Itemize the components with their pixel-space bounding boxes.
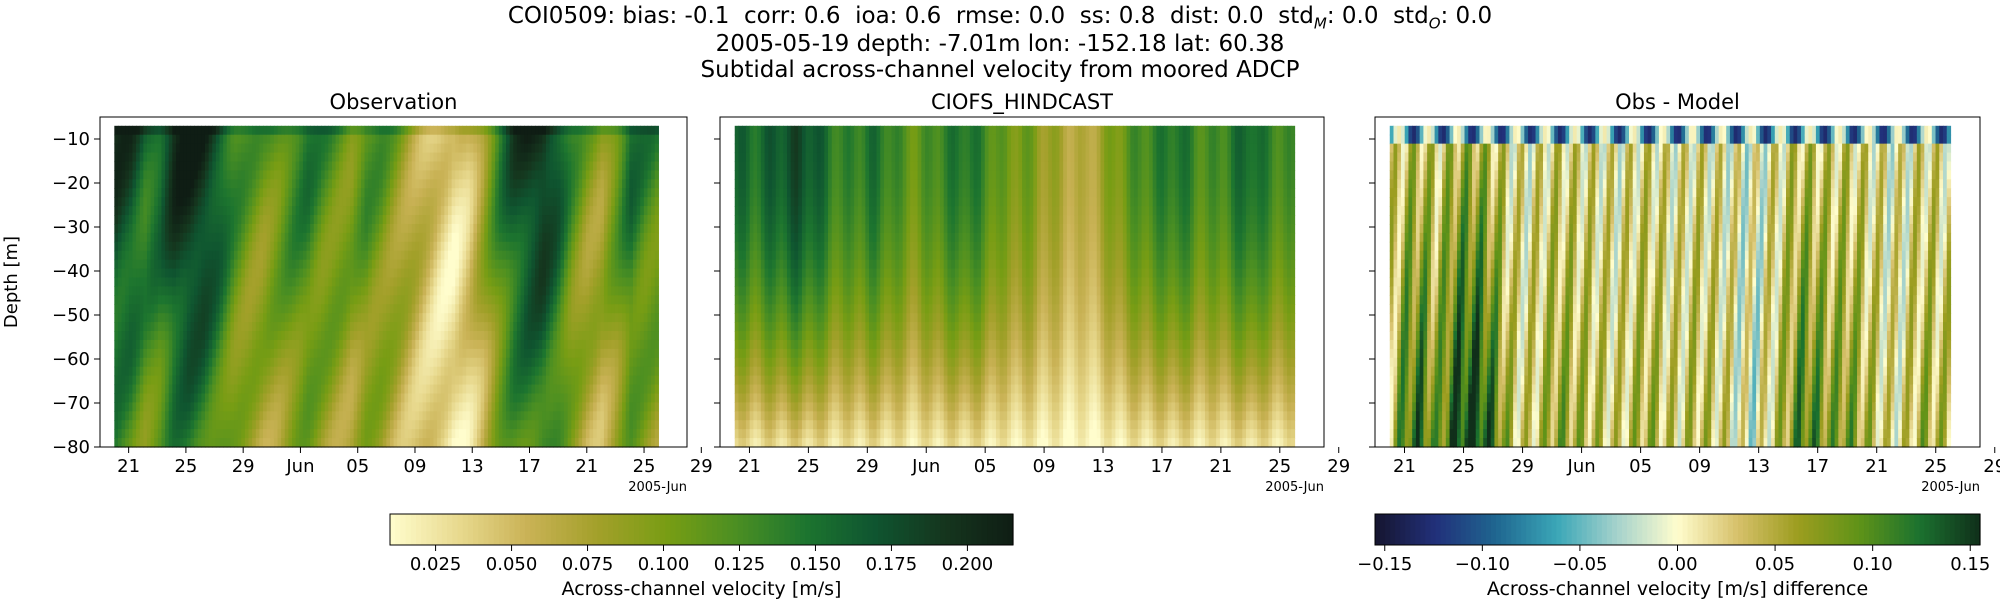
x-tick-label: 13	[461, 456, 484, 477]
y-tick-label: −20	[52, 173, 90, 194]
x-tick-label: 25	[1268, 456, 1291, 477]
x-tick-label: 25	[797, 456, 820, 477]
colorbar-tick-label: 0.05	[1755, 554, 1795, 575]
colorbar-tick-label: −0.05	[1552, 554, 1607, 575]
panel-title: Obs - Model	[1615, 90, 1740, 114]
x-tick-label: 21	[1393, 456, 1416, 477]
x-tick-label: 21	[1209, 456, 1232, 477]
colorbar-tick-label: 0.050	[486, 554, 538, 575]
x-tick-label: 05	[346, 456, 369, 477]
x-tick-label: 09	[1688, 456, 1711, 477]
x-tick-label: 25	[633, 456, 656, 477]
x-tick-label: 29	[1983, 456, 2000, 477]
colorbar-tick-label: −0.10	[1455, 554, 1510, 575]
x-offset-label: 2005-Jun	[1921, 480, 1980, 495]
x-tick-label: 29	[1327, 456, 1350, 477]
colorbar-tick-label: 0.075	[562, 554, 614, 575]
x-tick-label: 25	[1924, 456, 1947, 477]
x-tick-label: 29	[690, 456, 713, 477]
y-tick-label: −70	[52, 393, 90, 414]
colorbar-tick-label: 0.150	[790, 554, 842, 575]
colorbar-tick-label: 0.10	[1853, 554, 1893, 575]
heatmap-cells	[734, 125, 1296, 448]
colorbar-tick-label: −0.15	[1357, 554, 1412, 575]
plot-frame	[99, 116, 688, 448]
x-tick-label: 29	[856, 456, 879, 477]
x-tick-label: Jun	[285, 456, 314, 477]
panel-title: CIOFS_HINDCAST	[931, 90, 1113, 115]
x-offset-label: 2005-Jun	[1265, 480, 1324, 495]
y-tick-label: −40	[52, 261, 90, 282]
colorbar-1: 0.025 0.050 0.075 0.100 0.125 0.150 0.175 0.200…	[389, 513, 1014, 600]
x-tick-label: 21	[575, 456, 598, 477]
x-tick-label: 13	[1747, 456, 1770, 477]
y-tick-label: −30	[52, 217, 90, 238]
panel-title: Observation	[330, 90, 458, 114]
x-tick-label: 09	[1033, 456, 1056, 477]
x-tick-label: 17	[1150, 456, 1173, 477]
colorbar-label: Across-channel velocity [m/s] difference	[1487, 578, 1868, 600]
colorbar-label: Across-channel velocity [m/s]	[562, 578, 842, 600]
figure-title-location: 2005-05-19 depth: -7.01m lon: -152.18 la…	[715, 31, 1285, 57]
heatmap-panel-3: Obs - Model212529Jun050913172125292005-J…	[1369, 90, 2000, 495]
x-tick-label: Jun	[911, 456, 940, 477]
x-tick-label: 09	[404, 456, 427, 477]
x-tick-label: 13	[1092, 456, 1115, 477]
x-tick-label: 25	[1452, 456, 1475, 477]
colorbar-tick-label: 0.025	[410, 554, 462, 575]
x-tick-label: 05	[974, 456, 997, 477]
x-offset-label: 2005-Jun	[628, 480, 687, 495]
heatmap-cells	[114, 125, 659, 448]
figure-title-description: Subtidal across-channel velocity from mo…	[700, 57, 1300, 83]
y-tick-label: −50	[52, 305, 90, 326]
x-tick-label: 25	[174, 456, 197, 477]
colorbar-tick-label: 0.00	[1657, 554, 1697, 575]
colorbar-2: −0.15 −0.10 −0.05 0.00 0.05 0.10 0.15 Across-ch…	[1357, 513, 1990, 600]
x-tick-label: 29	[232, 456, 255, 477]
x-tick-label: Jun	[1567, 456, 1596, 477]
y-tick-label: −80	[52, 437, 90, 458]
y-tick-label: −10	[52, 129, 90, 150]
x-tick-label: 21	[738, 456, 761, 477]
y-axis-label: Depth [m]	[1, 236, 22, 328]
x-tick-label: 29	[1511, 456, 1534, 477]
colorbar-frame	[389, 513, 1014, 546]
x-tick-label: 21	[117, 456, 140, 477]
figure-title-stats: COI0509: bias: -0.1 corr: 0.6 ioa: 0.6 r…	[507, 3, 1493, 33]
plot-frame	[1374, 116, 1981, 448]
colorbar-tick-label: 0.100	[638, 554, 690, 575]
colorbar-tick-label: 0.175	[866, 554, 918, 575]
colorbar-tick-label: 0.15	[1950, 554, 1990, 575]
y-tick-label: −60	[52, 349, 90, 370]
x-tick-label: 17	[518, 456, 541, 477]
colorbar-tick-label: 0.125	[714, 554, 766, 575]
colorbar-tick-label: 0.200	[942, 554, 994, 575]
x-tick-label: 17	[1806, 456, 1829, 477]
x-tick-label: 21	[1865, 456, 1888, 477]
plot-frame	[719, 116, 1325, 448]
heatmap-cells	[1389, 125, 1952, 448]
x-tick-label: 05	[1629, 456, 1652, 477]
